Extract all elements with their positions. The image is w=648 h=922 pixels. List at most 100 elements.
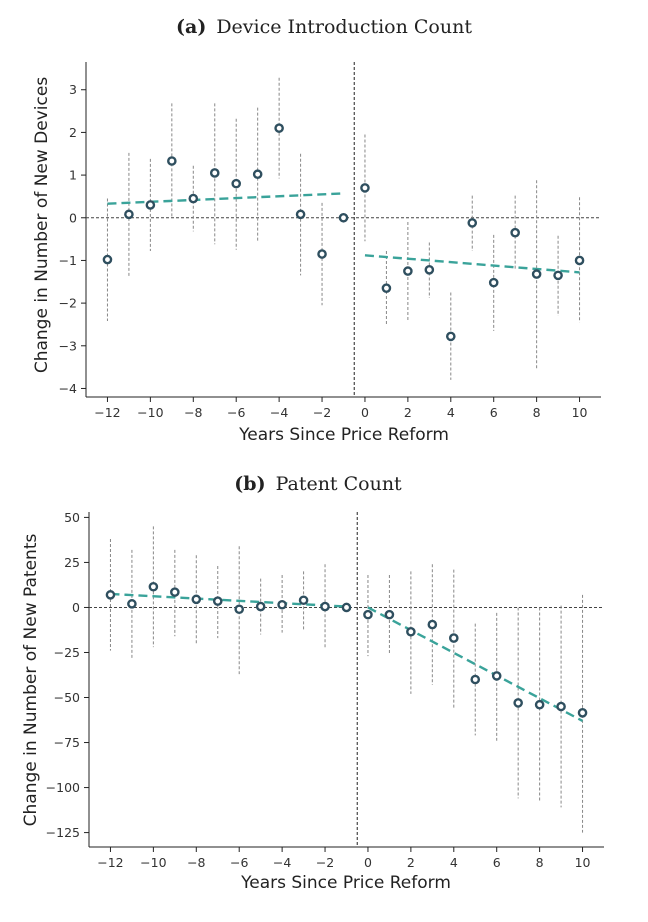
x-tick-label: −10	[137, 405, 163, 420]
x-tick-label: 4	[447, 405, 455, 420]
data-point	[488, 277, 499, 288]
y-tick-label: 3	[69, 82, 77, 97]
data-point	[553, 270, 563, 281]
y-tick-label: 2	[69, 125, 77, 140]
data-point	[341, 602, 352, 613]
data-point	[295, 209, 306, 220]
data-point	[470, 674, 481, 685]
y-tick-label: −3	[59, 338, 77, 353]
data-point	[317, 249, 327, 259]
data-point	[274, 123, 284, 133]
x-tick-label: 6	[493, 855, 501, 870]
data-point	[574, 255, 585, 266]
panel-a-x-axis-label: Years Since Price Reform	[238, 425, 449, 445]
x-tick-label: 2	[404, 405, 412, 420]
data-point	[298, 595, 309, 606]
data-point	[102, 254, 113, 265]
panel-b-title-text: Patent Count	[276, 473, 402, 495]
data-point	[556, 701, 566, 712]
data-point	[148, 581, 159, 592]
x-tick-label: 8	[536, 855, 544, 870]
data-point	[255, 601, 266, 612]
panel-b-plot-area: −12 −10 −8 −6 −4 −2 0 2 4 6 8 10 50 25 0 −25 −50 −75 −100 −…	[46, 510, 604, 870]
y-tick-label: −25	[54, 645, 80, 660]
data-point	[170, 587, 180, 597]
data-point	[534, 699, 545, 710]
data-point	[209, 168, 220, 178]
y-tick-label: 0	[69, 210, 77, 225]
x-tick-label: −12	[97, 855, 123, 870]
data-point	[531, 269, 542, 279]
x-tick-label: −4	[273, 855, 291, 870]
x-tick-label: −8	[184, 405, 202, 420]
trend-line	[107, 192, 344, 205]
data-point	[320, 601, 330, 612]
panel-a-title-text: Device Introduction Count	[216, 16, 472, 38]
data-point	[167, 156, 177, 166]
data-point	[231, 178, 242, 189]
y-tick-label: −1	[59, 253, 77, 268]
trend-line	[367, 606, 584, 722]
x-tick-label: −8	[187, 855, 205, 870]
data-point	[381, 283, 392, 293]
x-tick-label: 2	[407, 855, 415, 870]
x-tick-label: −12	[94, 405, 120, 420]
y-tick-label: 1	[69, 168, 77, 183]
x-tick-label: 4	[450, 855, 458, 870]
data-point	[424, 265, 435, 275]
data-point	[427, 619, 438, 630]
panel-b-tag: (b)	[234, 473, 265, 495]
data-point	[510, 227, 520, 238]
trend-line	[364, 254, 580, 274]
y-tick-label: 0	[72, 600, 80, 615]
data-point	[513, 698, 523, 708]
panel-b-title: (b) Patent Count	[234, 473, 402, 495]
trend-line	[110, 592, 347, 608]
data-point	[491, 671, 502, 681]
x-tick-label: −4	[270, 405, 288, 420]
y-tick-label: −2	[59, 296, 77, 311]
panel-a-title: (a) Device Introduction Count	[176, 16, 472, 38]
data-point	[212, 596, 223, 606]
x-tick-label: 10	[572, 405, 588, 420]
data-point	[191, 594, 202, 605]
x-tick-label: 10	[575, 855, 591, 870]
x-tick-label: 8	[533, 405, 541, 420]
panel-device-introduction: (a) Device Introduction Count Years Sinc…	[32, 16, 601, 445]
data-point	[252, 169, 263, 180]
panel-b-x-axis-label: Years Since Price Reform	[240, 873, 451, 893]
x-tick-label: 0	[364, 855, 372, 870]
x-tick-label: −6	[230, 855, 248, 870]
y-tick-label: −50	[54, 690, 80, 705]
y-tick-label: −125	[46, 825, 80, 840]
data-point	[277, 599, 287, 610]
data-point	[448, 633, 459, 643]
panel-a-tag: (a)	[176, 16, 206, 38]
panel-a-y-axis-label: Change in Number of New Devices	[32, 77, 52, 373]
data-point	[384, 609, 395, 620]
panel-b-y-axis-label: Change in Number of New Patents	[21, 534, 41, 827]
data-point	[445, 331, 456, 342]
y-tick-label: −4	[59, 381, 77, 396]
data-point	[105, 590, 116, 600]
x-tick-label: −10	[140, 855, 166, 870]
y-tick-label: 25	[64, 555, 80, 570]
x-tick-label: 6	[490, 405, 498, 420]
data-point	[363, 609, 373, 620]
x-tick-label: −6	[227, 405, 245, 420]
y-tick-label: −100	[46, 780, 80, 795]
data-point	[124, 209, 134, 220]
y-tick-label: 50	[64, 510, 80, 525]
data-point	[577, 708, 588, 718]
data-point	[406, 626, 416, 637]
data-point	[338, 212, 349, 223]
data-point	[467, 218, 478, 228]
x-tick-label: 0	[361, 405, 369, 420]
x-tick-label: −2	[316, 855, 334, 870]
data-point	[127, 599, 137, 609]
y-tick-label: −75	[54, 735, 80, 750]
data-point	[188, 193, 199, 204]
x-tick-label: −2	[313, 405, 331, 420]
